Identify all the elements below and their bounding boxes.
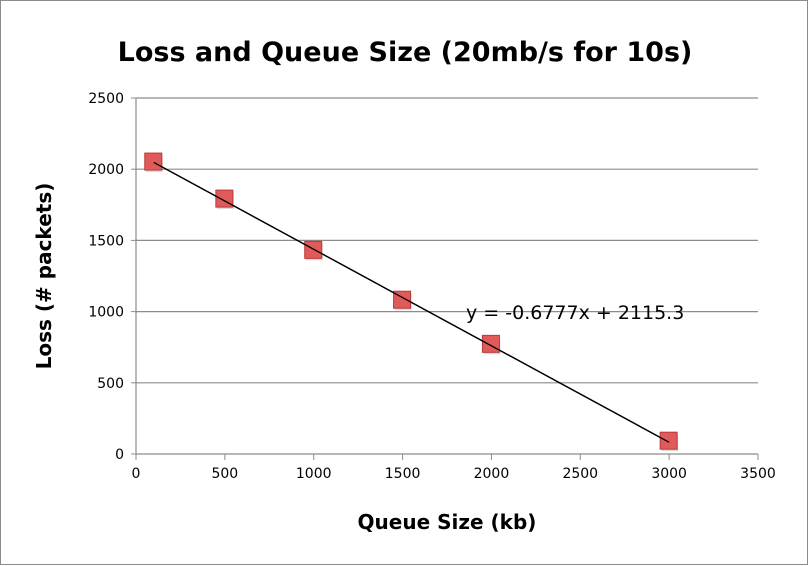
gridlines [136,97,758,384]
x-tick-label: 1000 [296,466,332,482]
y-tick-label: 2500 [88,91,124,107]
x-tick-label: 2500 [562,466,598,482]
x-tick-label: 1500 [385,466,421,482]
data-points [144,152,679,452]
x-tick-label: 500 [211,466,238,482]
data-point [481,334,500,353]
y-tick-label: 1000 [88,305,124,321]
x-tick-label: 3000 [651,466,687,482]
trendline-overlay [153,161,670,443]
y-tick-label: 500 [97,376,124,392]
axes [131,97,759,460]
y-axis-label: Loss (# packets) [32,183,56,370]
y-tick-label: 2000 [88,162,124,178]
x-tick-label: 3500 [740,466,776,482]
data-point [144,152,163,171]
x-axis-label: Queue Size (kb) [358,510,537,534]
x-tick-label: 2000 [474,466,510,482]
data-point [659,431,678,450]
tick-labels: 0 500 1000 1500 2000 2500 0 500 1000 1500 2000 2500… [88,91,775,482]
data-point [304,240,323,259]
x-tick-label: 0 [132,466,141,482]
trendline-equation: y = -0.6777x + 2115.3 [466,302,684,324]
y-tick-label: 0 [115,447,124,463]
y-tick-label: 1500 [88,233,124,249]
chart-title: Loss and Queue Size (20mb/s for 10s) [118,37,693,68]
